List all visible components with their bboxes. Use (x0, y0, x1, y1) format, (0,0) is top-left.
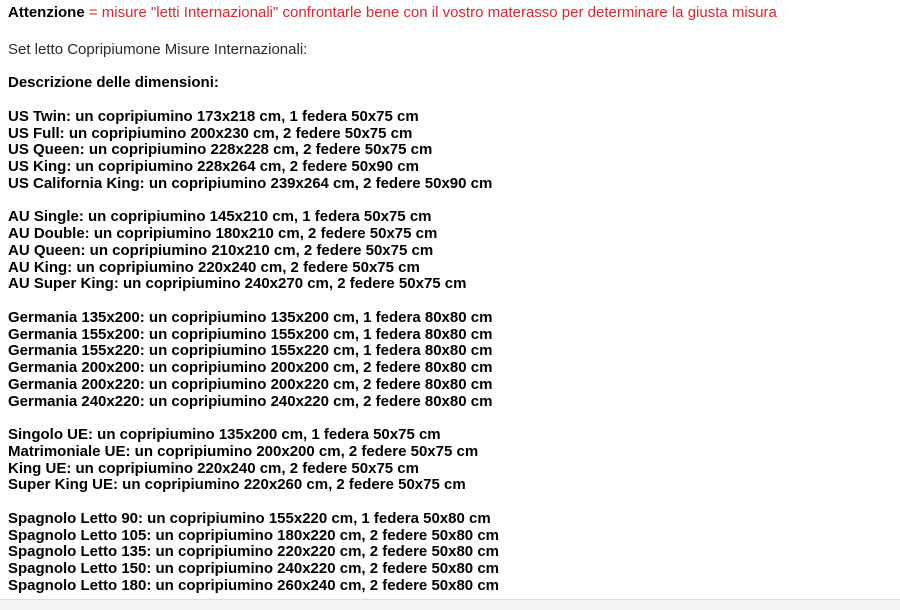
size-line: US Full: un copripiumino 200x230 cm, 2 f… (8, 124, 413, 142)
size-line: Spagnolo Letto 135: un copripiumino 220x… (8, 543, 500, 561)
size-line: Spagnolo Letto 180: un copripiumino 260x… (8, 576, 500, 594)
size-line: Matrimoniale UE: un copripiumino 200x200… (8, 442, 479, 460)
attention-line: Attenzione = misure "letti Internazional… (8, 4, 888, 22)
product-description: Attenzione = misure "letti Internazional… (8, 4, 888, 595)
size-line: AU King: un copripiumino 220x240 cm, 2 f… (8, 258, 420, 276)
size-line: Germania 200x220: un copripiumino 200x22… (8, 375, 493, 393)
size-group-us: US Twin: un copripiumino 173x218 cm, 1 f… (8, 107, 888, 193)
description-heading: Descrizione delle dimensioni: (8, 74, 219, 92)
size-line: AU Queen: un copripiumino 210x210 cm, 2 … (8, 241, 434, 259)
attention-message: = misure "letti Internazionali" confront… (84, 4, 777, 21)
size-line: Spagnolo Letto 105: un copripiumino 180x… (8, 526, 500, 544)
size-line: King UE: un copripiumino 220x240 cm, 2 f… (8, 459, 419, 477)
size-line: AU Double: un copripiumino 180x210 cm, 2… (8, 225, 438, 242)
size-line: Germania 240x220: un copripiumino 240x22… (8, 392, 493, 410)
size-line: Super King UE: un copripiumino 220x260 c… (8, 476, 466, 494)
size-line: AU Single: un copripiumino 145x210 cm, 1… (8, 208, 432, 226)
size-line: Germania 155x220: un copripiumino 155x22… (8, 342, 493, 360)
attention-label: Attenzione (8, 4, 85, 21)
size-line: Germania 135x200: un copripiumino 135x20… (8, 308, 493, 326)
size-line: Spagnolo Letto 150: un copripiumino 240x… (8, 560, 500, 577)
size-group-ue: Singolo UE: un copripiumino 135x200 cm, … (8, 426, 888, 494)
size-line: US Twin: un copripiumino 173x218 cm, 1 f… (8, 107, 419, 125)
viewport-bottom-edge (0, 599, 900, 610)
size-group-germania: Germania 135x200: un copripiumino 135x20… (8, 308, 888, 411)
size-line: US Queen: un copripiumino 228x228 cm, 2 … (8, 141, 433, 159)
size-line: US California King: un copripiumino 239x… (8, 174, 493, 192)
size-group-spagnolo: Spagnolo Letto 90: un copripiumino 155x2… (8, 509, 888, 595)
size-line: US King: un copripiumino 228x264 cm, 2 f… (8, 158, 419, 175)
size-line: Singolo UE: un copripiumino 135x200 cm, … (8, 426, 441, 443)
size-line: Germania 155x200: un copripiumino 155x20… (8, 325, 493, 343)
intro-line: Set letto Copripiumone Misure Internazio… (8, 40, 308, 58)
size-line: Germania 200x200: un copripiumino 200x20… (8, 359, 493, 376)
size-line: Spagnolo Letto 90: un copripiumino 155x2… (8, 509, 491, 527)
size-group-au: AU Single: un copripiumino 145x210 cm, 1… (8, 208, 888, 293)
size-line: AU Super King: un copripiumino 240x270 c… (8, 275, 467, 293)
